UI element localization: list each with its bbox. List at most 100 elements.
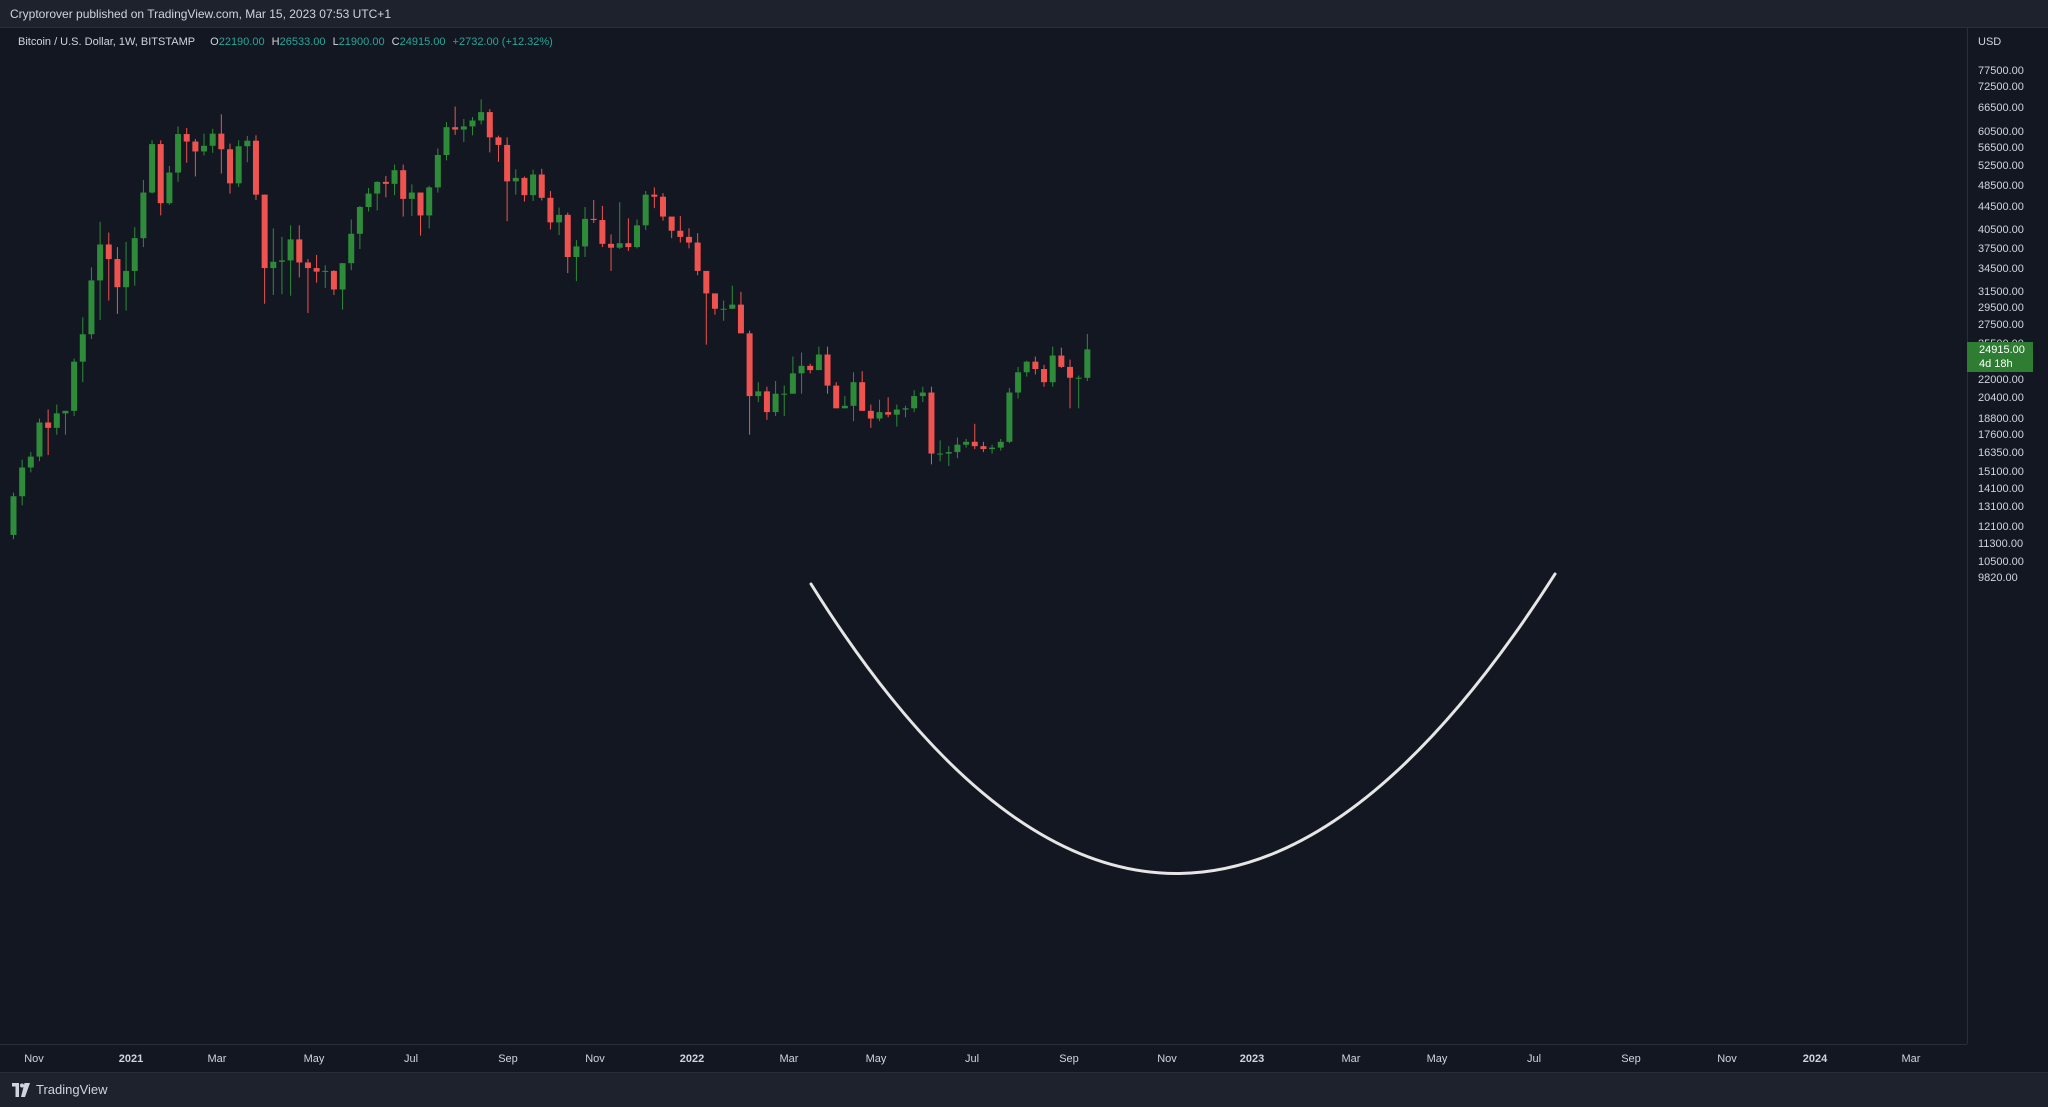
candle-body [105, 244, 112, 260]
chart-pane[interactable] [10, 28, 1967, 1044]
candle-body [841, 405, 848, 409]
price-tick-label: 40500.00 [1978, 224, 2024, 237]
time-tick-label: May [865, 1053, 887, 1065]
candle-body [1058, 355, 1065, 367]
candle-body [19, 467, 26, 497]
candle-body [1041, 369, 1048, 383]
candle-body [746, 333, 753, 397]
candle-body [434, 154, 441, 188]
candle-body [374, 181, 381, 194]
rounded-bottom-curve[interactable] [809, 572, 1557, 875]
candle-body [62, 410, 69, 414]
candle-body [971, 441, 978, 447]
candle-body [278, 260, 285, 262]
time-tick-label: Nov [1717, 1053, 1737, 1065]
time-tick-label: Sep [1621, 1053, 1641, 1065]
candle-body [183, 134, 190, 142]
time-tick-label: Mar [1341, 1053, 1361, 1065]
candle-body [175, 134, 182, 173]
price-tick-label: 15100.00 [1978, 466, 2024, 479]
candle-body [703, 270, 710, 294]
candle-body [97, 244, 104, 281]
candle-body [235, 146, 242, 184]
price-tick-label: 72500.00 [1978, 81, 2024, 94]
candle-body [729, 304, 736, 309]
price-tick-label: 60500.00 [1978, 125, 2024, 138]
time-tick-label: Jul [964, 1053, 980, 1065]
time-tick-label: Jul [1526, 1053, 1542, 1065]
candle-body [201, 145, 208, 152]
tradingview-logo[interactable]: TradingView [10, 1082, 108, 1097]
candle-body [322, 270, 329, 272]
candle-body [763, 391, 770, 413]
candle-body [634, 225, 641, 248]
candle-body [547, 197, 554, 223]
open-label: O [210, 36, 219, 48]
last-price-tag: 24915.00 4d 18h [1967, 342, 2033, 373]
candle-body [157, 144, 164, 204]
candle-body [668, 216, 675, 231]
candle-body [928, 392, 935, 454]
candle-body [530, 174, 537, 196]
time-tick-label: Nov [1157, 1053, 1177, 1065]
candle-body [893, 409, 900, 415]
price-tick-label: 10500.00 [1978, 555, 2024, 568]
price-tick-label: 27500.00 [1978, 319, 2024, 332]
candle-body [71, 361, 78, 411]
candle-body [564, 214, 571, 258]
candle-body [452, 127, 459, 130]
high-label: H [271, 36, 280, 48]
candle-body [53, 413, 60, 428]
candle-body [660, 196, 666, 217]
price-tick-label: 13100.00 [1978, 501, 2024, 514]
candle-body [1075, 377, 1082, 379]
candle-body [1015, 372, 1022, 393]
candle-body [824, 354, 831, 386]
price-axis[interactable]: USD 77500.00 72500.00 66500.00 60500.00 5650… [1967, 28, 2048, 1044]
candle-body [789, 373, 796, 394]
candle-body [997, 441, 1004, 448]
candle-body [140, 192, 147, 239]
candle-body [469, 120, 476, 127]
candle-body [313, 268, 320, 272]
candle-body [88, 280, 95, 335]
price-tick-label: 34500.00 [1978, 263, 2024, 276]
time-axis[interactable]: Nov 2021 Mar May Jul Sep Nov 2022 Mar May Jul Sep No… [0, 1044, 1967, 1072]
candlestick-chart[interactable] [10, 28, 1967, 1044]
candle-body [590, 218, 597, 221]
candle-body [919, 392, 926, 397]
candle-body [330, 270, 337, 290]
close-value: 24915.00 [399, 36, 446, 48]
time-tick-label: Jul [403, 1053, 419, 1065]
candle-body [980, 446, 987, 450]
candle-body [45, 422, 52, 428]
candle-body [772, 393, 779, 413]
candle-body [218, 133, 225, 150]
candle-body [356, 207, 363, 234]
price-tick-label: 66500.00 [1978, 102, 2024, 115]
price-tick-label: 56500.00 [1978, 142, 2024, 155]
price-tick-label: 37500.00 [1978, 243, 2024, 256]
candle-body [149, 144, 156, 193]
change-value: +2732.00 (+12.32%) [452, 36, 553, 48]
candle-body [582, 218, 589, 247]
price-tick-label: 44500.00 [1978, 201, 2024, 213]
candle-body [1032, 361, 1039, 370]
price-tick-label: 20400.00 [1978, 392, 2024, 405]
candle-body [608, 243, 615, 248]
candle-body [850, 382, 857, 406]
price-tick-label: 77500.00 [1978, 64, 2024, 77]
high-value: 26533.00 [279, 36, 326, 48]
candle-body [296, 239, 303, 263]
candle-body [1023, 361, 1030, 373]
candle-body [911, 396, 918, 409]
candle-body [616, 243, 623, 248]
candle-body [417, 192, 424, 216]
price-tick-label: 16350.00 [1978, 446, 2024, 459]
open-value: 22190.00 [218, 36, 265, 48]
last-price-value: 24915.00 [1979, 344, 2025, 357]
candle-body [391, 170, 398, 184]
time-tick-label: 2024 [1802, 1053, 1828, 1065]
candle-body [1049, 355, 1056, 383]
price-tick-label: 48500.00 [1978, 179, 2024, 192]
